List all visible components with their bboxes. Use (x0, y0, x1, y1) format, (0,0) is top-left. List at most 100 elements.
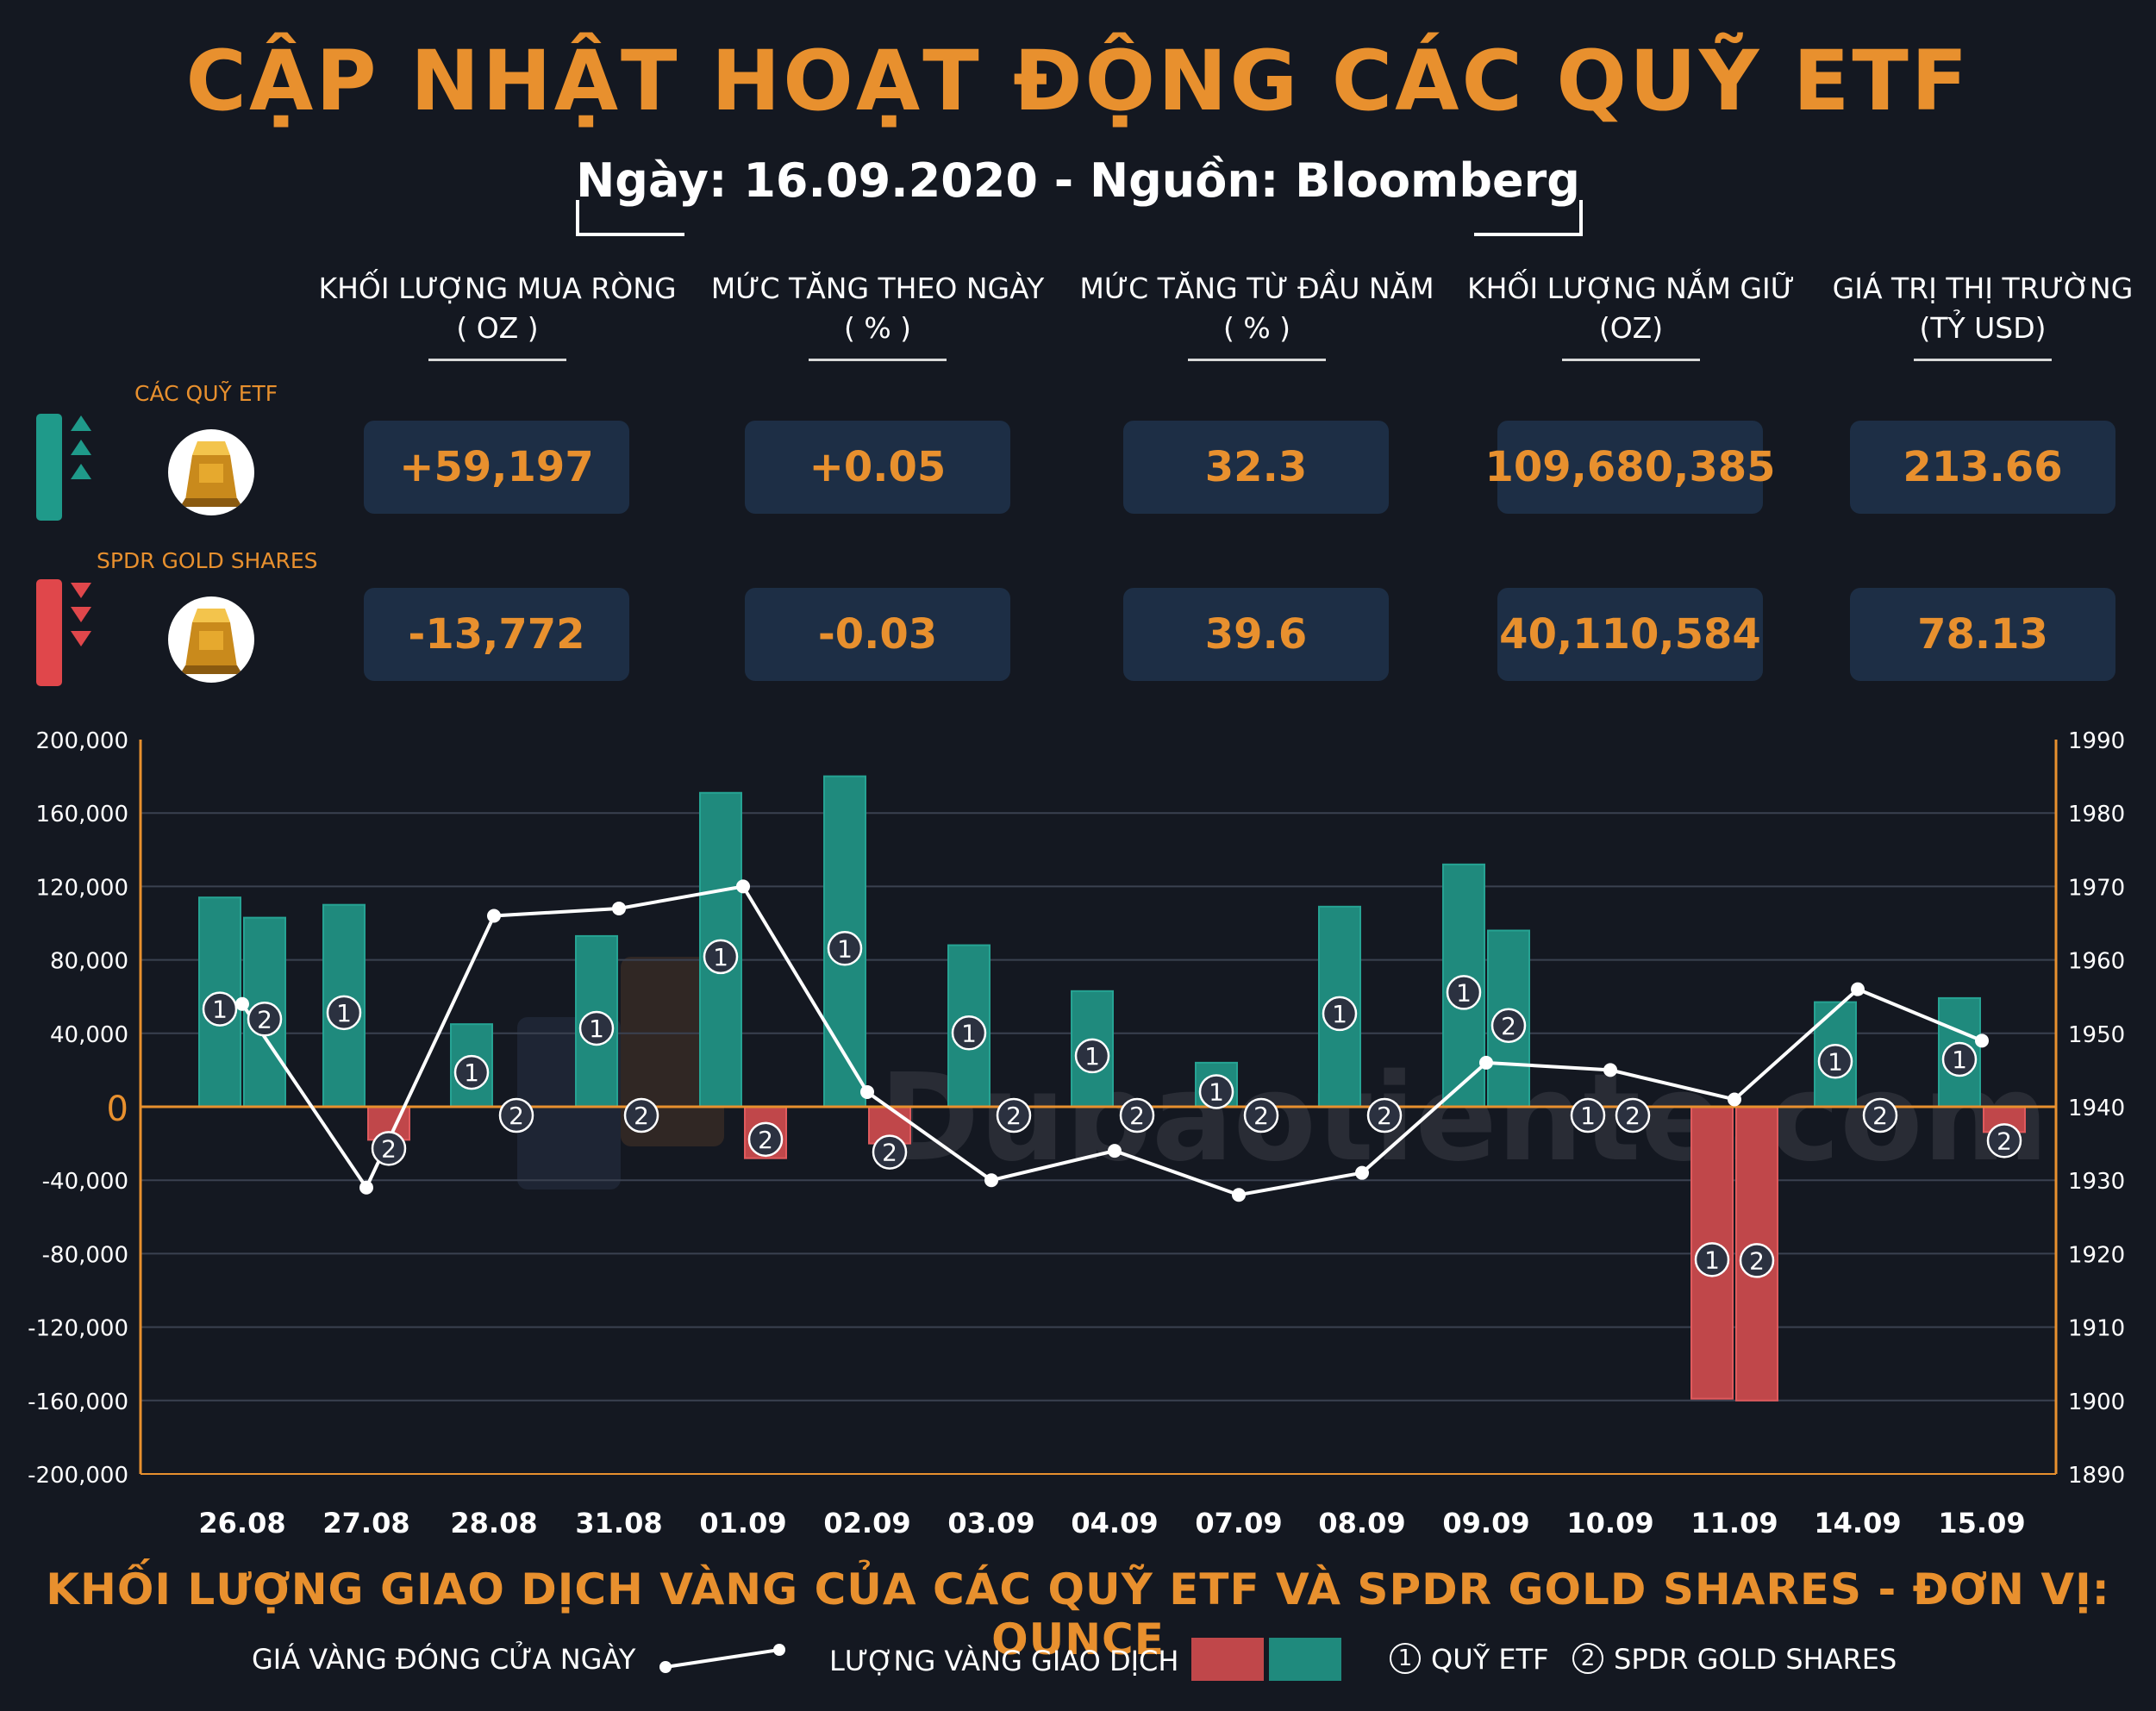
row-label-etf: CÁC QUỸ ETF (134, 381, 278, 406)
column-underline (1914, 359, 2052, 361)
legend-positive-swatch (1269, 1638, 1341, 1681)
marker-etf-label: 1 (1084, 1042, 1100, 1071)
marker-etf (1817, 1044, 1853, 1079)
column-header-line1: MỨC TĂNG TỪ ĐẦU NĂM (1079, 272, 1434, 305)
column-header: GIÁ TRỊ THỊ TRƯỜNG (TỶ USD) (1793, 269, 2156, 361)
legend-marker1-label: QUỸ ETF (1431, 1643, 1549, 1676)
marker-spdr (1119, 1097, 1155, 1133)
spdr-market-value: 78.13 (1850, 588, 2115, 681)
y-tick-right: 1980 (2068, 802, 2125, 827)
y-tick-left: 160,000 (35, 802, 128, 827)
marker-etf-label: 1 (1704, 1246, 1720, 1274)
column-header-unit: ( OZ ) (456, 311, 539, 345)
marker-spdr-label: 2 (1006, 1102, 1022, 1130)
y-tick-right: 1940 (2068, 1096, 2125, 1121)
column-header-line1: KHỐI LƯỢNG MUA RÒNG (318, 272, 677, 305)
marker-etf-label: 1 (1952, 1046, 1967, 1074)
x-tick-label: 15.09 (1938, 1507, 2025, 1539)
marker-etf-label: 1 (1828, 1047, 1843, 1076)
column-header-unit: (TỶ USD) (1919, 311, 2047, 345)
marker-spdr-label: 2 (1749, 1246, 1765, 1275)
price-point (1975, 1033, 1989, 1048)
marker-etf (578, 1010, 615, 1046)
column-header-unit: (OZ) (1598, 311, 1664, 345)
marker-etf (1570, 1097, 1606, 1133)
x-tick-label: 31.08 (575, 1507, 662, 1539)
y-tick-left: -40,000 (42, 1169, 128, 1195)
y-tick-right: 1920 (2068, 1242, 2125, 1268)
marker-spdr (498, 1097, 534, 1133)
legend-negative-swatch (1191, 1638, 1264, 1681)
column-header-unit: ( % ) (1222, 311, 1291, 345)
marker-etf-label: 1 (589, 1015, 604, 1043)
gold-bar-icon (168, 429, 254, 515)
marker-spdr-label: 2 (257, 1005, 272, 1033)
marker-spdr-label: 2 (1129, 1102, 1145, 1130)
etf-net-buy-value: +59,197 (364, 421, 629, 514)
etf-holdings-value: 109,680,385 (1484, 421, 1776, 514)
column-header: MỨC TĂNG THEO NGÀY ( % ) (688, 269, 1067, 361)
y-tick-left: -80,000 (42, 1242, 128, 1268)
marker-etf (1694, 1242, 1730, 1277)
marker-spdr (1490, 1008, 1527, 1044)
marker-spdr-label: 2 (634, 1102, 649, 1130)
x-tick-label: 03.09 (947, 1507, 1034, 1539)
legend-line-label: GIÁ VÀNG ĐÓNG CỬA NGÀY (252, 1643, 636, 1676)
marker-etf-label: 1 (1456, 978, 1472, 1007)
x-tick-label: 01.09 (699, 1507, 786, 1539)
x-tick-label: 08.09 (1318, 1507, 1405, 1539)
marker-spdr (1986, 1123, 2022, 1158)
down-arrow-icon (71, 607, 91, 622)
marker-etf-label: 1 (1209, 1077, 1224, 1106)
marker-spdr (872, 1134, 908, 1170)
x-tick-label: 02.09 (823, 1507, 910, 1539)
column-header-line1: KHỐI LƯỢNG NẮM GIỮ (1466, 272, 1796, 305)
y-tick-left: 120,000 (35, 875, 128, 901)
spdr-holdings-value: 40,110,584 (1497, 588, 1763, 681)
price-point (1851, 982, 1865, 996)
y-tick-right: 1910 (2068, 1316, 2125, 1342)
marker-spdr-label: 2 (1501, 1012, 1516, 1040)
marker-spdr-label: 2 (1997, 1127, 2012, 1155)
marker-spdr (996, 1097, 1032, 1133)
y-tick-left: -200,000 (28, 1463, 128, 1489)
y-tick-right: 1890 (2068, 1463, 2125, 1489)
marker-etf (951, 1015, 987, 1051)
marker-etf (1941, 1041, 1978, 1077)
price-point (1232, 1188, 1246, 1202)
trend-up-bar (36, 414, 62, 521)
marker-spdr (1615, 1097, 1651, 1133)
marker-etf-label: 1 (464, 1058, 479, 1087)
up-arrow-icon (71, 464, 91, 479)
price-point (1108, 1144, 1122, 1158)
marker-etf (1074, 1038, 1110, 1074)
marker-etf-label: 1 (1580, 1102, 1596, 1130)
x-tick-label: 26.08 (198, 1507, 285, 1539)
spdr-daily-change-value: -0.03 (745, 588, 1010, 681)
marker-etf (1198, 1074, 1234, 1109)
marker-etf (703, 939, 739, 975)
price-point (984, 1173, 998, 1188)
marker-spdr-label: 2 (1253, 1102, 1269, 1130)
marker-etf-label: 1 (212, 996, 228, 1024)
marker-spdr (1739, 1243, 1775, 1278)
column-underline (1188, 359, 1326, 361)
up-arrow-icon (71, 415, 91, 431)
y-tick-right: 1990 (2068, 728, 2125, 754)
marker-spdr (623, 1097, 659, 1133)
y-tick-right: 1900 (2068, 1389, 2125, 1415)
marker-etf (827, 931, 863, 966)
marker-etf-label: 1 (1332, 1000, 1347, 1028)
legend-bar-label: LƯỢNG VÀNG GIAO DỊCH (829, 1645, 1179, 1677)
marker-spdr-label: 2 (1377, 1102, 1392, 1130)
marker-spdr (247, 1002, 283, 1037)
price-point (1603, 1063, 1617, 1077)
price-point (612, 901, 626, 915)
column-underline (1562, 359, 1700, 361)
etf-ytd-change-value: 32.3 (1123, 421, 1389, 514)
y-tick-left: 80,000 (50, 949, 128, 975)
marker-spdr (1862, 1097, 1898, 1133)
y-tick-right: 1960 (2068, 949, 2125, 975)
column-header: KHỐI LƯỢNG NẮM GIỮ (OZ) (1441, 269, 1821, 361)
